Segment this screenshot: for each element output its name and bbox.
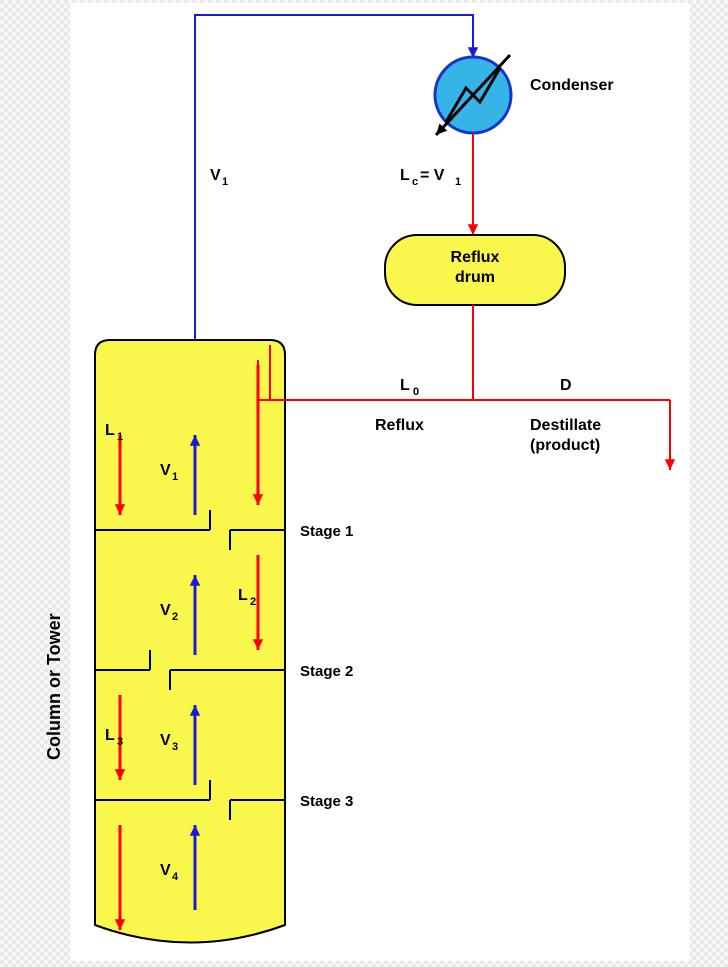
stage-1-label: Stage 1 — [300, 523, 353, 540]
stage-3-label: Stage 3 — [300, 793, 353, 810]
svg-text:1: 1 — [117, 431, 123, 443]
distillate-label-2: (product) — [530, 437, 600, 454]
reflux-drum-text1: Reflux — [451, 249, 500, 266]
svg-text:L: L — [400, 377, 410, 394]
reflux-drum-text2: drum — [455, 269, 495, 286]
svg-text:c: c — [412, 176, 418, 188]
svg-text:L: L — [105, 422, 115, 439]
svg-text:3: 3 — [172, 741, 178, 753]
distillate-label-1: Destillate — [530, 417, 601, 434]
svg-text:4: 4 — [172, 871, 179, 883]
stage-2-label: Stage 2 — [300, 663, 353, 680]
svg-text:V: V — [160, 862, 171, 879]
svg-text:2: 2 — [172, 611, 178, 623]
svg-text:2: 2 — [250, 596, 256, 608]
svg-text:1: 1 — [222, 176, 228, 188]
svg-text:L: L — [400, 167, 410, 184]
svg-text:V: V — [210, 167, 221, 184]
svg-text:1: 1 — [455, 176, 461, 188]
svg-text:V: V — [160, 462, 171, 479]
svg-text:L: L — [105, 727, 115, 744]
condenser-label: Condenser — [530, 77, 614, 94]
svg-text:1: 1 — [172, 471, 178, 483]
svg-text:3: 3 — [117, 736, 123, 748]
svg-text:L: L — [238, 587, 248, 604]
d-label: D — [560, 377, 572, 394]
svg-text:0: 0 — [413, 386, 419, 398]
column-label: Column or Tower — [44, 613, 64, 760]
svg-text:V: V — [160, 732, 171, 749]
svg-text:V: V — [160, 602, 171, 619]
svg-text:= V: = V — [420, 167, 445, 184]
reflux-label: Reflux — [375, 417, 424, 434]
